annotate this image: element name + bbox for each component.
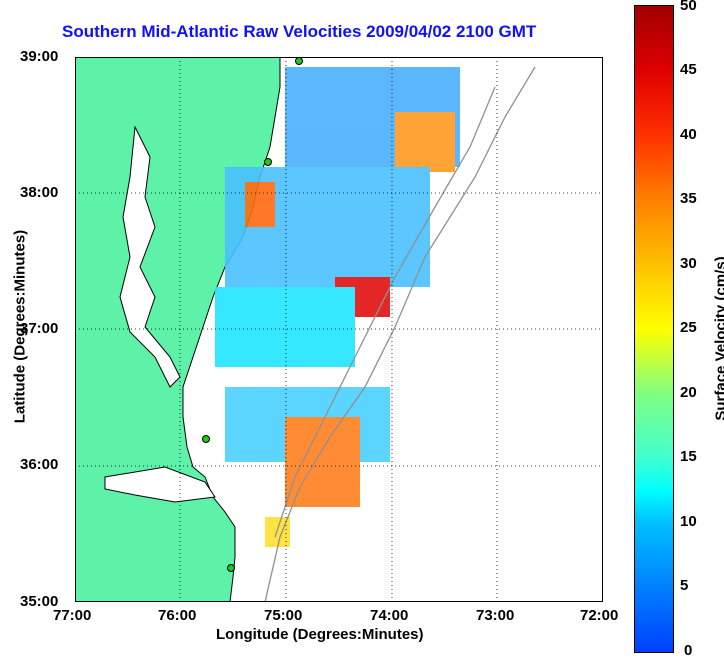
ytick-label: 38:00 [20, 184, 59, 201]
ytick-label: 39:00 [20, 48, 59, 65]
xtick-label: 74:00 [370, 607, 409, 624]
velocity-patch-coastal [245, 182, 275, 227]
xtick-label: 73:00 [476, 607, 515, 624]
x-axis-label: Longitude (Degrees:Minutes) [216, 626, 424, 643]
bathymetry-contour [264, 66, 536, 602]
xtick-label: 77:00 [53, 607, 92, 624]
colorbar [634, 5, 674, 653]
colorbar-tick: 20 [680, 384, 697, 401]
map-title: Southern Mid-Atlantic Raw Velocities 200… [62, 22, 537, 41]
map-border [75, 57, 603, 602]
ytick-label: 37:00 [20, 320, 59, 337]
colorbar-tick: 15 [680, 448, 697, 465]
colorbar-tick: 50 [680, 0, 697, 14]
ytick-label: 36:00 [20, 456, 59, 473]
colorbar-tick: 30 [680, 255, 697, 272]
station-marker [295, 57, 303, 65]
colorbar-tick: 35 [680, 190, 697, 207]
map-canvas [75, 57, 603, 602]
map-grid [75, 57, 603, 602]
xtick-label: 76:00 [158, 607, 197, 624]
colorbar-tick: 40 [680, 126, 697, 143]
colorbar-tick: 0 [684, 642, 693, 659]
y-axis-label: Latitude (Degrees:Minutes) [11, 229, 29, 424]
station-marker [264, 158, 272, 166]
colorbar-tick: 10 [680, 513, 697, 530]
albemarle-sound [104, 466, 216, 503]
velocity-field [215, 67, 460, 547]
station-marker [202, 435, 210, 443]
velocity-patch-south-high [285, 417, 360, 507]
xtick-label: 72:00 [580, 607, 619, 624]
velocity-patch-mid-cyan [215, 287, 355, 367]
velocity-patch-north-high [395, 112, 455, 172]
ytick-label: 35:00 [20, 593, 59, 610]
station-marker [227, 564, 235, 572]
colorbar-tick: 5 [680, 577, 689, 594]
bathymetry-contour-inner [274, 86, 496, 538]
colorbar-tick: 45 [680, 61, 697, 78]
colorbar-label: Surface Velocity (cm/s) [712, 256, 724, 421]
colorbar-tick: 25 [680, 319, 697, 336]
xtick-label: 75:00 [264, 607, 303, 624]
map-plot-area [75, 57, 603, 602]
